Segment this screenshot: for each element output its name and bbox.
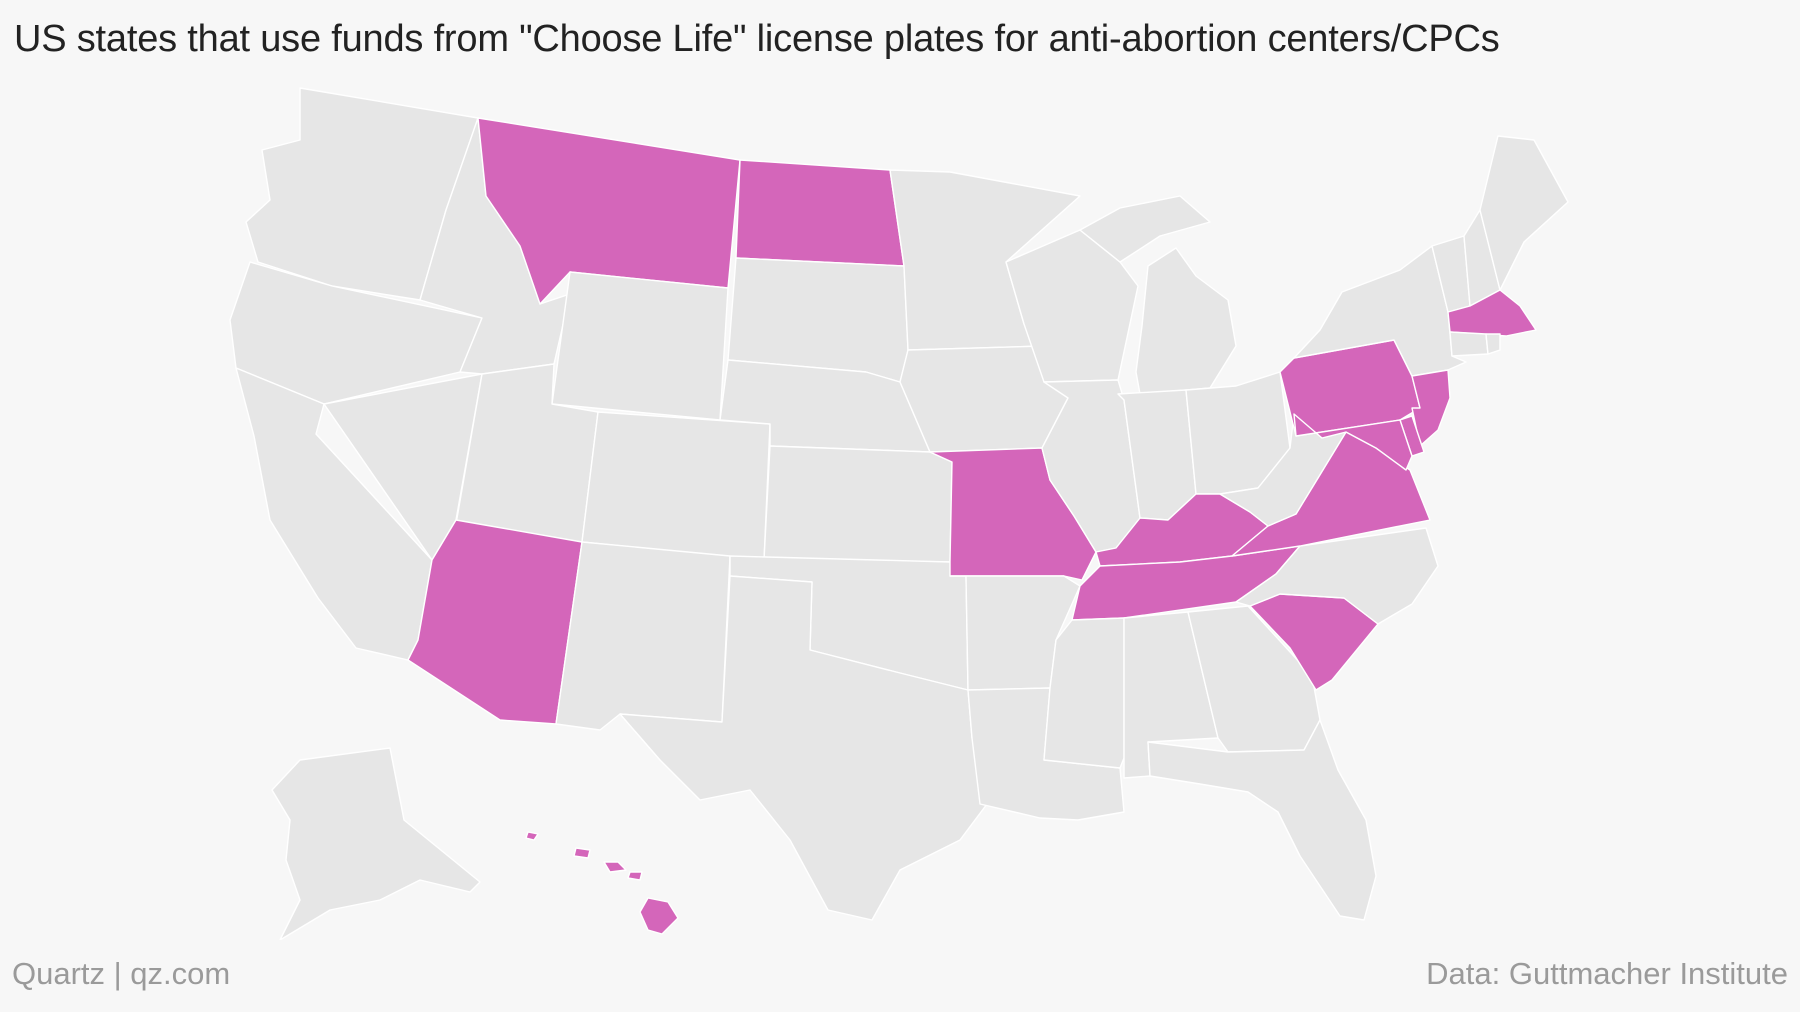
us-map-svg — [229, 87, 1569, 940]
state-ak[interactable] — [271, 747, 481, 940]
state-nj[interactable] — [1411, 369, 1451, 447]
state-ms[interactable] — [1043, 617, 1125, 769]
state-ri[interactable] — [1485, 333, 1501, 355]
map-title: US states that use funds from "Choose Li… — [14, 18, 1500, 60]
us-map — [0, 80, 1800, 940]
state-nm[interactable] — [555, 541, 731, 731]
state-fl[interactable] — [1147, 719, 1377, 921]
state-wy[interactable] — [551, 271, 729, 421]
state-nc[interactable] — [1235, 527, 1439, 625]
state-nd[interactable] — [735, 159, 905, 267]
state-ct[interactable] — [1449, 331, 1489, 357]
footer-source: Data: Guttmacher Institute — [1426, 956, 1788, 991]
state-mt[interactable] — [477, 117, 741, 305]
state-mi-up[interactable] — [1079, 195, 1211, 263]
state-ks[interactable] — [763, 445, 953, 563]
footer-brand: Quartz | qz.com — [12, 956, 231, 991]
state-co[interactable] — [581, 411, 771, 561]
state-mi[interactable] — [1135, 247, 1237, 395]
state-md[interactable] — [1293, 413, 1413, 471]
state-or[interactable] — [229, 261, 483, 405]
state-hi[interactable] — [525, 831, 679, 935]
state-tx[interactable] — [619, 575, 997, 921]
